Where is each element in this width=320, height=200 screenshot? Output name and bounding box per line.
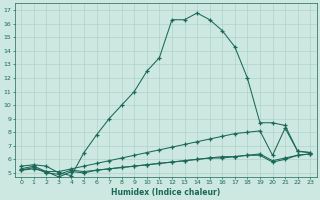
X-axis label: Humidex (Indice chaleur): Humidex (Indice chaleur) xyxy=(111,188,220,197)
